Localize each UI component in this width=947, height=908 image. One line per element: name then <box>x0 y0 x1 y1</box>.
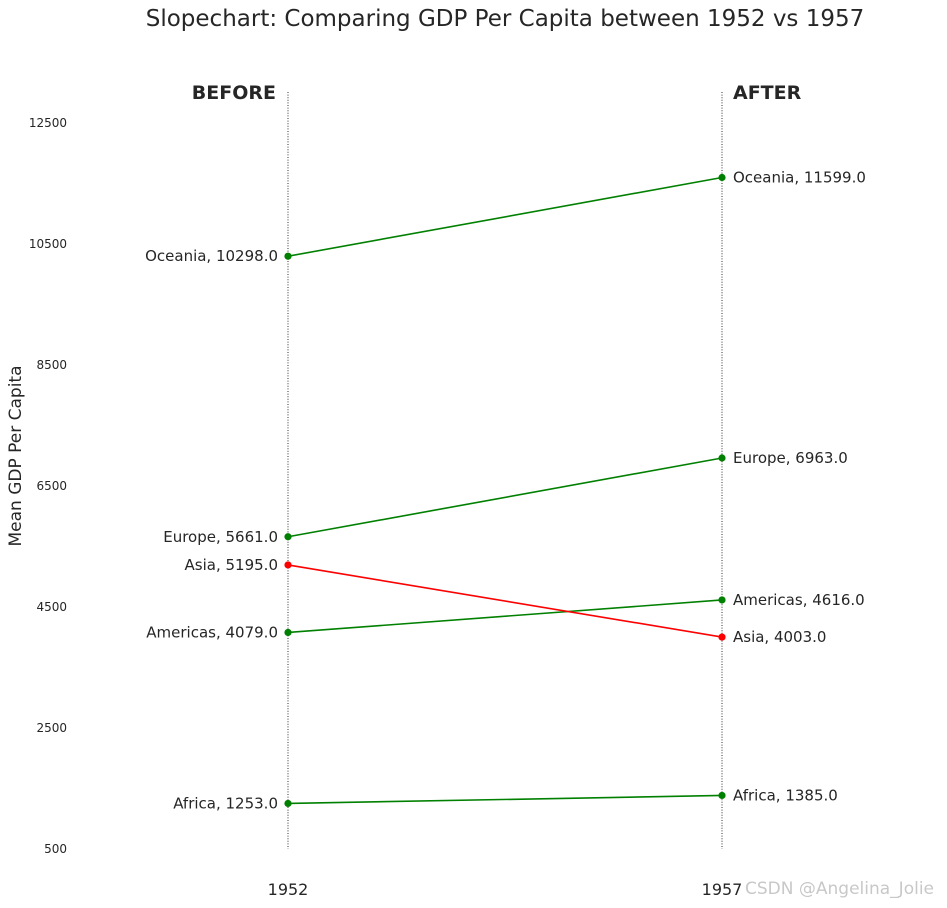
label-1952-americas: Americas, 4079.0 <box>146 623 278 641</box>
x-tick-labels: 1952 1957 <box>268 880 743 899</box>
label-1952-asia: Asia, 5195.0 <box>185 556 278 574</box>
x-tick-label-1957: 1957 <box>702 880 743 899</box>
slope-line-africa <box>287 794 723 805</box>
point-1957-oceania <box>718 173 726 182</box>
watermark: CSDN @Angelina_Jolie <box>745 879 934 899</box>
slope-line-europe <box>287 457 723 538</box>
label-1957-africa: Africa, 1385.0 <box>733 786 838 804</box>
point-1952-africa <box>284 799 292 808</box>
y-tick-label: 500 <box>44 842 67 856</box>
slope-line-oceania <box>287 176 723 258</box>
y-tick-labels: 500 2500 4500 6500 8500 10500 12500 <box>29 116 67 856</box>
y-tick-label: 6500 <box>36 479 67 493</box>
point-1957-americas <box>718 596 726 604</box>
label-1952-europe: Europe, 5661.0 <box>163 528 278 546</box>
y-tick-label: 4500 <box>36 600 67 614</box>
point-labels: Africa, 1253.0 Africa, 1385.0 Americas, 40… <box>145 169 866 813</box>
point-1952-asia <box>284 561 292 569</box>
y-tick-label: 8500 <box>36 358 67 372</box>
chart-title: Slopechart: Comparing GDP Per Capita bet… <box>146 6 865 32</box>
label-1957-asia: Asia, 4003.0 <box>733 628 826 646</box>
slope-line-americas <box>287 599 723 634</box>
y-tick-label: 10500 <box>29 237 67 251</box>
label-1957-oceania: Oceania, 11599.0 <box>733 169 866 187</box>
label-1952-oceania: Oceania, 10298.0 <box>145 247 278 265</box>
before-header: BEFORE <box>192 82 276 104</box>
point-1957-asia <box>718 633 726 641</box>
slope-line-asia <box>287 564 723 638</box>
label-1957-americas: Americas, 4616.0 <box>733 591 865 609</box>
y-tick-label: 12500 <box>29 116 67 130</box>
label-1952-africa: Africa, 1253.0 <box>173 794 278 812</box>
point-1952-americas <box>284 628 292 637</box>
label-1957-europe: Europe, 6963.0 <box>733 449 848 467</box>
after-header: AFTER <box>733 82 802 104</box>
point-1952-oceania <box>284 252 292 260</box>
slope-lines <box>287 176 723 805</box>
point-1957-africa <box>718 791 726 800</box>
y-tick-label: 2500 <box>36 721 67 735</box>
point-1952-europe <box>284 533 292 541</box>
data-points <box>284 173 726 808</box>
x-tick-label-1952: 1952 <box>268 880 309 899</box>
point-1957-europe <box>718 454 726 462</box>
y-axis-label: Mean GDP Per Capita <box>6 365 26 546</box>
